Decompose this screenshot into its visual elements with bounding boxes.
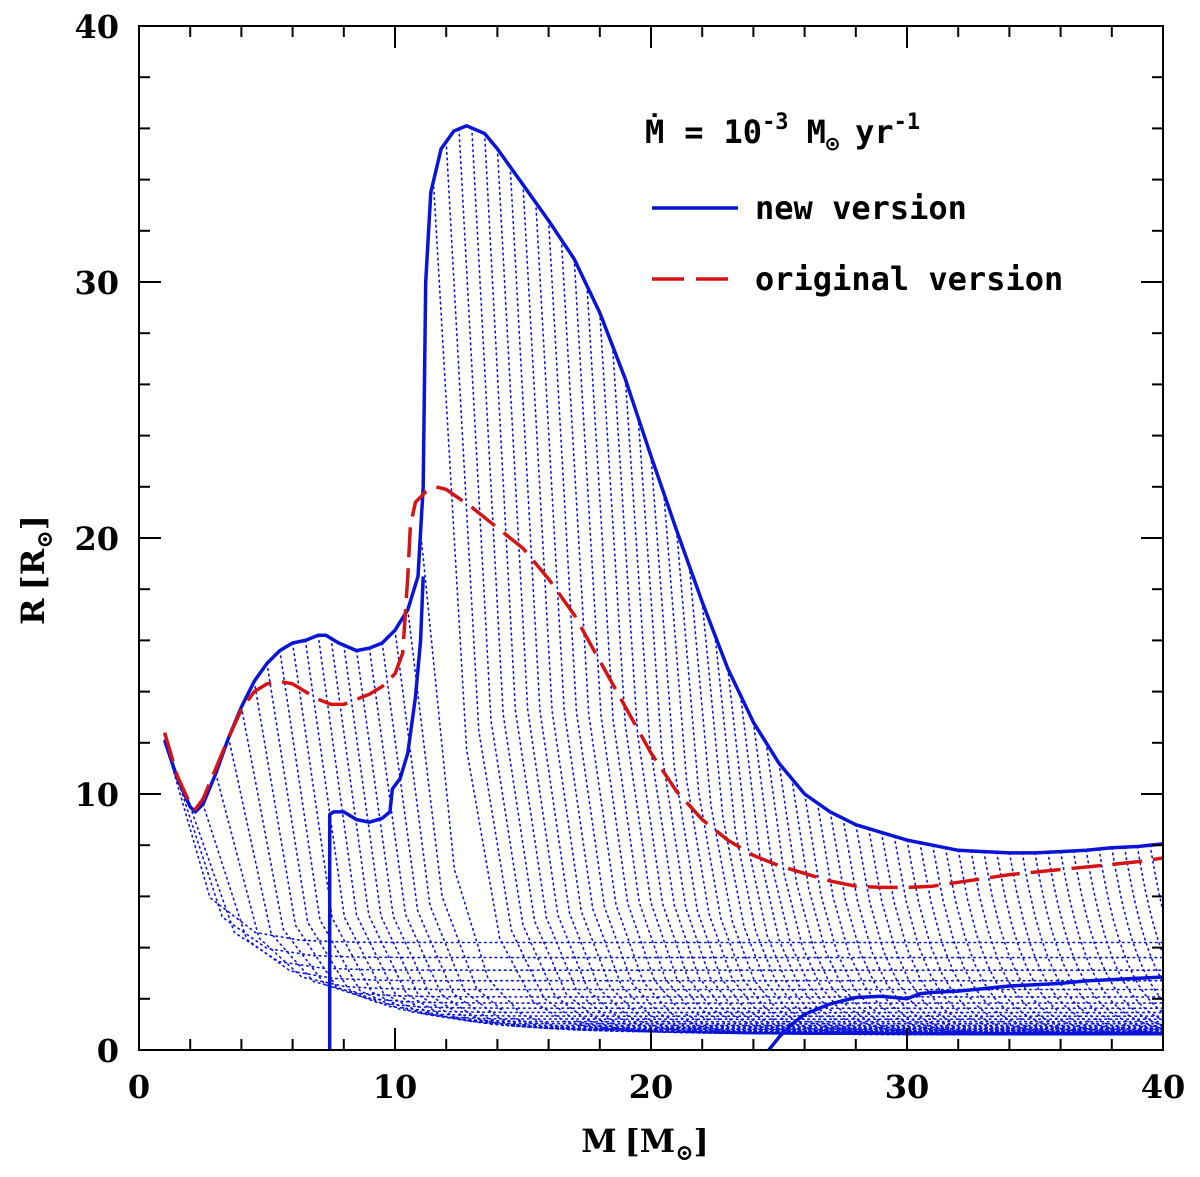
x-tick-label: 10 (373, 1068, 418, 1106)
y-axis-title-main: R (14, 598, 52, 625)
y-tick-label: 40 (74, 8, 119, 46)
profile-line (906, 839, 1164, 1036)
mdot-equals: = (684, 113, 703, 151)
profile-line (1085, 849, 1164, 1021)
x-tick-label: 0 (128, 1068, 150, 1106)
profile-line (816, 802, 1164, 1036)
profile-line (432, 180, 1164, 1034)
profile-line (458, 128, 1164, 1034)
x-axis-title-unit-sub: ⊙ (675, 1140, 693, 1166)
legend: new version original version (652, 189, 1063, 298)
profile-line (931, 844, 1164, 1036)
profile-line (407, 608, 1164, 1033)
y-tick-label: 20 (74, 520, 119, 558)
profile-line (765, 742, 1164, 1036)
y-tick-label: 0 (97, 1032, 119, 1070)
profile-line (1047, 851, 1164, 1032)
profile-line (1021, 852, 1164, 1034)
y-tick-label: 10 (74, 776, 119, 814)
x-tick-label: 30 (885, 1068, 930, 1106)
profile-line (727, 667, 1164, 1036)
profile-line (1149, 844, 1164, 912)
x-tick-label: 20 (629, 1068, 674, 1106)
profile-line (381, 642, 1164, 1031)
profile-line (611, 345, 1164, 1036)
profile-line (1111, 847, 1164, 1002)
profile-lines-group (163, 127, 1164, 1036)
profile-line (919, 841, 1164, 1036)
x-tick-label: 40 (1141, 1068, 1186, 1106)
series-layer (162, 124, 1164, 1052)
ticks-group (138, 25, 1164, 1051)
mdot-annotation: Ṁ = 10-3 M⊙ yr-1 (645, 110, 920, 157)
profile-line (355, 649, 1164, 1030)
mdot-yr-exp: -1 (894, 110, 921, 135)
profile-line (176, 777, 1164, 959)
plot-frame (138, 25, 1164, 1051)
legend-label-new: new version (755, 189, 967, 227)
profile-line (522, 183, 1164, 1035)
y-axis-title-unit: R (14, 548, 52, 575)
profile-line (675, 529, 1164, 1036)
legend-label-original: original version (755, 260, 1063, 298)
profile-line (343, 644, 1164, 1028)
profile-line (240, 706, 1164, 1004)
y-axis-title: R[R⊙] (14, 515, 58, 625)
profile-line (330, 637, 1164, 1027)
profile-line (1098, 848, 1164, 1014)
profile-line (1136, 845, 1164, 955)
profile-line (995, 851, 1164, 1035)
x-axis-title-main: M (581, 1122, 616, 1160)
profile-line (535, 201, 1164, 1035)
profile-line (1123, 846, 1164, 983)
profile-line (215, 772, 1164, 991)
series-inner-boundary (327, 576, 425, 1050)
mdot-yr: yr (855, 113, 894, 151)
svg-text:Ṁ=10-3M⊙yr-1: Ṁ = 10-3 M⊙ yr-1 (645, 110, 920, 157)
profile-line (957, 849, 1164, 1036)
x-axis-title: M [M⊙] (581, 1122, 709, 1166)
profile-line (266, 662, 1164, 1014)
profile-line (291, 642, 1164, 1020)
tick-labels-group: 0 10 20 30 40 0 10 20 30 40 (74, 8, 1185, 1106)
mdot-value: 10 (724, 113, 763, 151)
profile-line (1072, 850, 1164, 1027)
mdot-exponent: -3 (762, 110, 789, 135)
profile-line (547, 219, 1164, 1035)
profile-line (663, 492, 1164, 1036)
profile-line (1034, 852, 1164, 1033)
profile-line (1059, 850, 1164, 1030)
series-new-version (162, 124, 1164, 855)
svg-text:R[R⊙]: R[R⊙] (14, 515, 58, 625)
svg-text:M[M⊙]: M [M⊙] (581, 1122, 709, 1166)
mdot-unit: M (807, 113, 826, 151)
profile-line (650, 455, 1164, 1036)
profile-line (471, 127, 1164, 1035)
profile-line (714, 634, 1164, 1036)
profile-line (599, 311, 1164, 1036)
profile-line (1008, 852, 1164, 1035)
profile-line (253, 680, 1164, 1009)
series-original-version (162, 485, 1164, 890)
profile-line (893, 835, 1164, 1036)
profile-line (829, 811, 1164, 1036)
series-inner-boundary (767, 975, 1164, 1052)
y-tick-label: 30 (74, 264, 119, 302)
profile-line (368, 647, 1164, 1031)
y-axis-title-unit-sub: ⊙ (32, 530, 58, 548)
profile-line (189, 806, 1164, 971)
profile-line (202, 803, 1164, 982)
x-axis-title-unit: M (640, 1122, 675, 1160)
profile-line (227, 736, 1164, 998)
mdot-symbol: Ṁ (645, 113, 664, 151)
profile-line (304, 639, 1164, 1023)
mdot-unit-sub: ⊙ (826, 132, 839, 157)
